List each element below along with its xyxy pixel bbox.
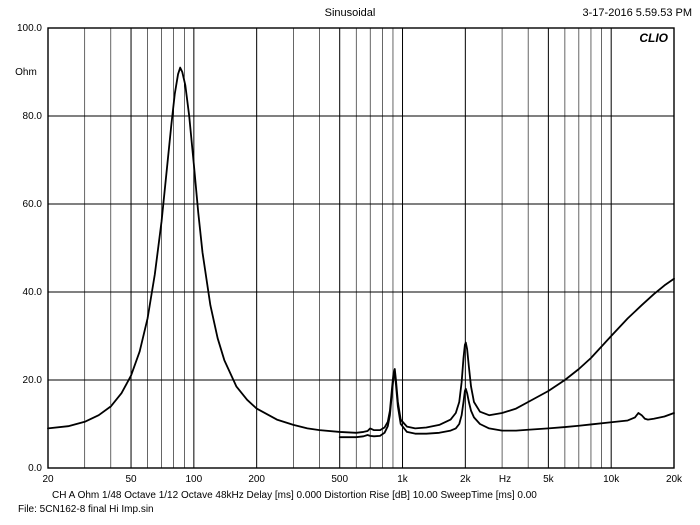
x-tick-label: 100	[186, 474, 203, 485]
x-tick-label: 50	[125, 474, 137, 485]
x-tick-label: 200	[248, 474, 265, 485]
y-tick-label: 40.0	[23, 287, 43, 298]
x-tick-label: 10k	[603, 474, 620, 485]
y-unit-label: Ohm	[15, 67, 37, 78]
x-unit-label: Hz	[499, 474, 511, 485]
y-tick-label: 100.0	[17, 23, 42, 34]
x-tick-label: 5k	[543, 474, 555, 485]
chart-background	[0, 0, 700, 525]
y-tick-label: 60.0	[23, 199, 43, 210]
brand-label: CLIO	[639, 31, 668, 45]
impedance-chart: Sinusoidal 3-17-2016 5.59.53 PM CLIO 0.0 20.…	[0, 0, 700, 525]
chart-timestamp: 3-17-2016 5.59.53 PM	[583, 7, 692, 19]
x-tick-label: 20k	[666, 474, 683, 485]
y-tick-label: 0.0	[28, 463, 42, 474]
y-tick-label: 80.0	[23, 111, 43, 122]
x-tick-label: 2k	[460, 474, 472, 485]
x-tick-label: 20	[42, 474, 54, 485]
y-tick-label: 20.0	[23, 375, 43, 386]
footer-line-2: File: 5CN162-8 final Hi Imp.sin	[18, 504, 154, 515]
chart-title: Sinusoidal	[325, 7, 376, 19]
footer-line-1: CH A Ohm 1/48 Octave 1/12 Octave 48kHz D…	[52, 490, 537, 501]
x-tick-label: 500	[331, 474, 348, 485]
x-tick-label: 1k	[397, 474, 409, 485]
